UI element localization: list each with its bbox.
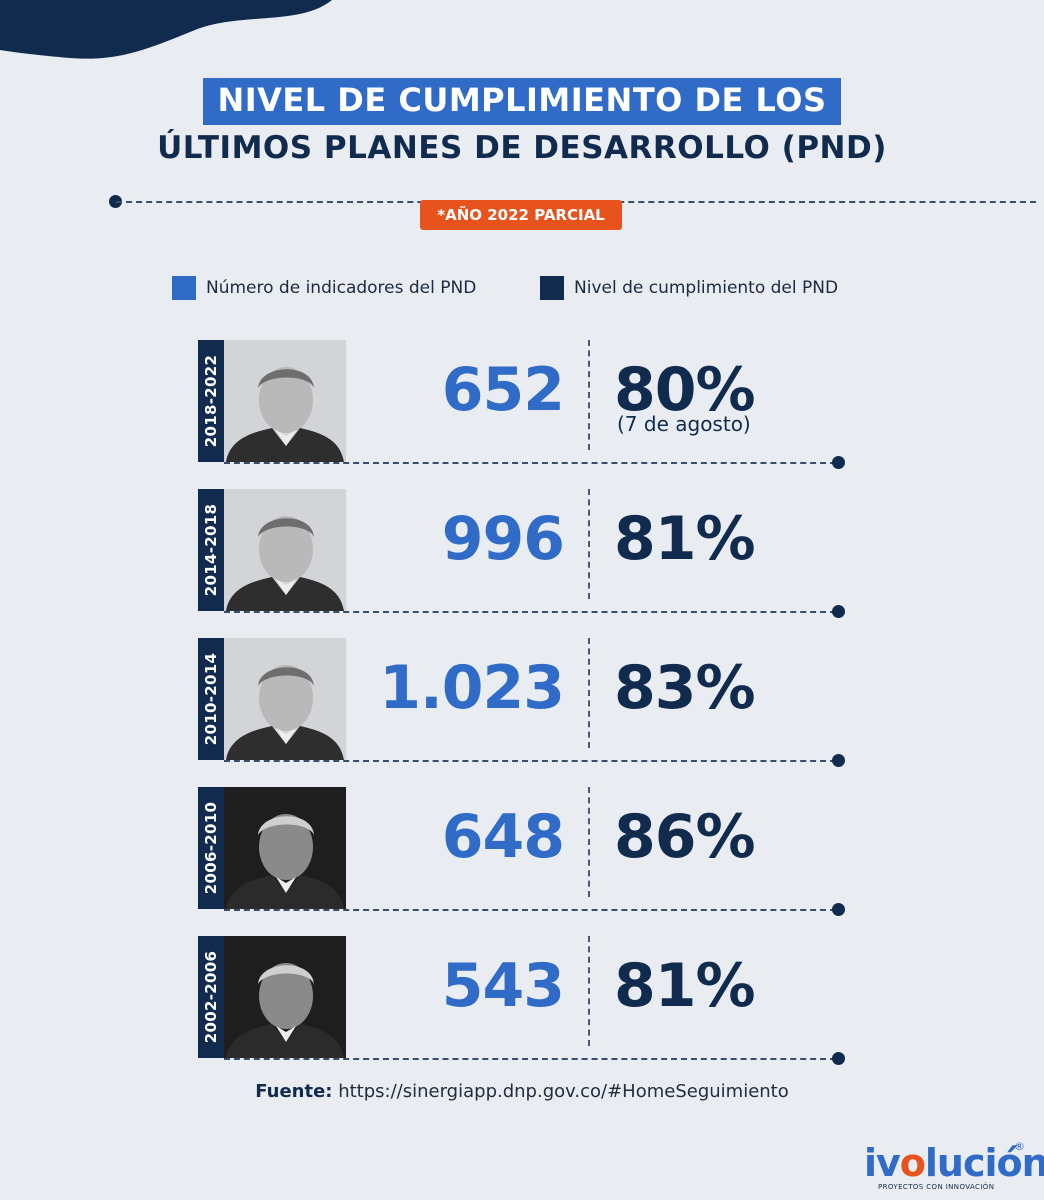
row-separator-dot: [832, 456, 845, 469]
indicator-count: 648: [441, 802, 565, 872]
column-divider: [588, 638, 590, 748]
registered-mark: ®: [1014, 1140, 1025, 1153]
legend-swatch-indicators: [172, 276, 196, 300]
period-label: 2006-2010: [202, 801, 221, 895]
compliance-note: (7 de agosto): [617, 412, 751, 436]
row-separator-dot: [832, 1052, 845, 1065]
source-url: https://sinergiapp.dnp.gov.co/#HomeSegui…: [338, 1081, 789, 1102]
chart-row: 2018-2022 652 80% (7 de agosto): [0, 340, 1044, 470]
legend-item-indicators: Número de indicadores del PND: [172, 276, 476, 300]
title-line-1: NIVEL DE CUMPLIMIENTO DE LOS: [203, 78, 841, 125]
decorative-blob: [0, 0, 332, 59]
row-separator: [224, 760, 836, 762]
period-label: 2002-2006: [202, 950, 221, 1044]
period-label-box: 2014-2018: [198, 489, 224, 611]
brand-logo: ivolución PROYECTOS CON INNOVACIÓN ®: [864, 1140, 1044, 1191]
row-separator-dot: [832, 605, 845, 618]
period-label-box: 2010-2014: [198, 638, 224, 760]
period-label: 2014-2018: [202, 503, 221, 597]
portrait-icon: [224, 638, 346, 760]
separator-dot: [109, 195, 122, 208]
source-line: Fuente: https://sinergiapp.dnp.gov.co/#H…: [0, 1081, 1044, 1102]
indicator-count: 652: [441, 355, 565, 425]
partial-year-badge: *AÑO 2022 PARCIAL: [420, 200, 622, 230]
portrait-icon: [224, 787, 346, 909]
indicator-count: 543: [441, 951, 565, 1021]
period-label-box: 2018-2022: [198, 340, 224, 462]
chart-row: 2002-2006 543 81%: [0, 936, 1044, 1066]
indicator-count: 1.023: [379, 653, 565, 723]
chart-row: 2006-2010 648 86%: [0, 787, 1044, 917]
legend-label-indicators: Número de indicadores del PND: [206, 278, 477, 298]
period-label: 2010-2014: [202, 652, 221, 746]
legend-label-compliance: Nivel de cumplimiento del PND: [574, 278, 839, 298]
row-separator: [224, 1058, 836, 1060]
logo-tagline: PROYECTOS CON INNOVACIÓN: [878, 1183, 995, 1191]
compliance-percent: 81%: [614, 951, 756, 1021]
logo-wordmark: ivolución: [864, 1141, 1044, 1185]
compliance-percent: 80%: [614, 355, 756, 425]
period-label-box: 2002-2006: [198, 936, 224, 1058]
compliance-percent: 86%: [614, 802, 756, 872]
chart-row: 2014-2018 996 81%: [0, 489, 1044, 619]
column-divider: [588, 489, 590, 599]
portrait-icon: [224, 936, 346, 1058]
legend-item-compliance: Nivel de cumplimiento del PND: [540, 276, 838, 300]
legend-swatch-compliance: [540, 276, 564, 300]
compliance-percent: 81%: [614, 504, 756, 574]
portrait-icon: [224, 340, 346, 462]
row-separator-dot: [832, 903, 845, 916]
portrait-icon: [224, 489, 346, 611]
column-divider: [588, 787, 590, 897]
source-label: Fuente:: [255, 1081, 333, 1102]
compliance-percent: 83%: [614, 653, 756, 723]
period-label: 2018-2022: [202, 354, 221, 448]
chart-row: 2010-2014 1.023 83%: [0, 638, 1044, 768]
title-line-2: ÚLTIMOS PLANES DE DESARROLLO (PND): [157, 129, 887, 166]
row-separator: [224, 462, 836, 464]
indicator-count: 996: [441, 504, 565, 574]
row-separator: [224, 909, 836, 911]
title-block: NIVEL DE CUMPLIMIENTO DE LOS ÚLTIMOS PLA…: [0, 78, 1044, 166]
column-divider: [588, 340, 590, 450]
period-label-box: 2006-2010: [198, 787, 224, 909]
row-separator: [224, 611, 836, 613]
column-divider: [588, 936, 590, 1046]
row-separator-dot: [832, 754, 845, 767]
